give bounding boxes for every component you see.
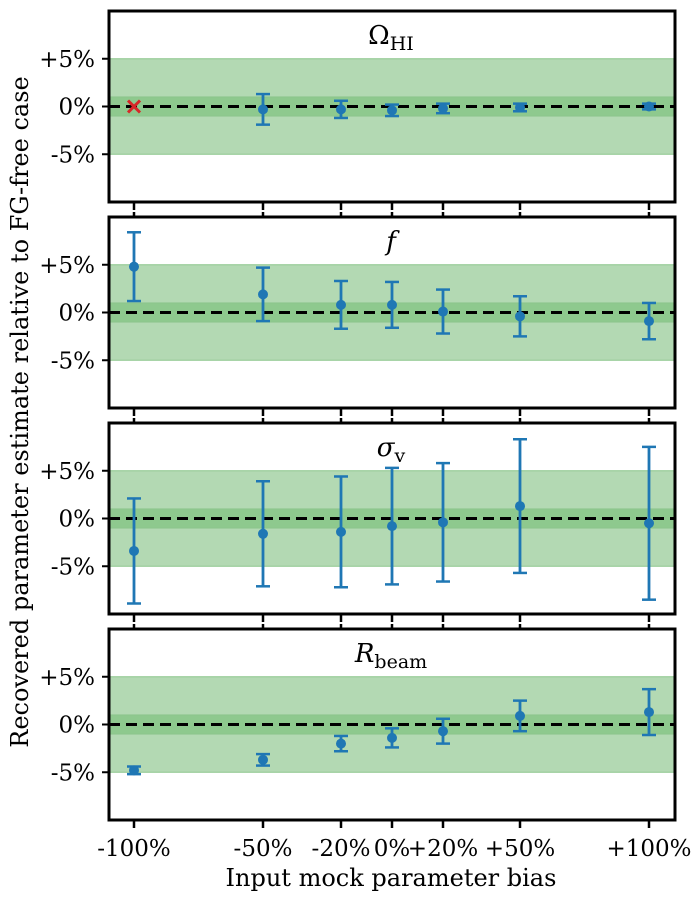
y-tick-label: -5% — [51, 348, 95, 374]
x-tick-label: -100% — [97, 836, 171, 862]
y-tick-label: -5% — [51, 142, 95, 168]
data-point-excluded — [126, 99, 142, 114]
data-point — [387, 732, 397, 743]
x-marker-stroke — [126, 99, 142, 114]
data-point — [515, 311, 525, 322]
y-tick-label: +5% — [39, 253, 95, 279]
x-tick-label: +50% — [485, 836, 555, 862]
data-point — [438, 726, 448, 737]
panel-frame — [107, 9, 677, 204]
panel-title: Rbeam — [354, 639, 427, 673]
data-point — [387, 299, 397, 310]
data-point — [515, 501, 525, 512]
data-point — [438, 306, 448, 317]
y-tick-label: +5% — [39, 459, 95, 485]
y-tick-label: -5% — [51, 760, 95, 786]
data-point — [258, 104, 268, 115]
x-axis: -100% -50% -20% 0%+20% +50% +100% — [97, 836, 691, 862]
panels: +5% 0% -5% ΩHI +5% 0% -5% f +5% 0% -5% σv +5% 0% -5% Rb… — [39, 9, 677, 828]
data-point — [258, 528, 268, 539]
data-point — [336, 299, 346, 310]
data-point — [387, 521, 397, 532]
panel-title: f — [384, 227, 400, 257]
x-tick-label: +100% — [606, 836, 691, 862]
data-point — [644, 101, 654, 112]
y-tick-label: +5% — [39, 47, 95, 73]
panel-3: +5% 0% -5% σv — [39, 418, 677, 622]
data-point — [129, 261, 139, 272]
y-tick-label: 0% — [59, 95, 96, 121]
panel-1: +5% 0% -5% ΩHI — [39, 9, 677, 210]
data-point — [129, 765, 139, 776]
data-point — [129, 545, 139, 556]
data-point — [336, 526, 346, 537]
data-point — [336, 738, 346, 749]
panel-frame — [107, 627, 677, 822]
x-tick-label: -50% — [234, 836, 293, 862]
x-axis-label: Input mock parameter bias — [226, 864, 557, 892]
data-point — [387, 105, 397, 116]
panel-frame — [107, 421, 677, 616]
data-point — [644, 518, 654, 529]
panel-title: ΩHI — [368, 21, 414, 55]
panel-title: σv — [377, 433, 406, 467]
x-tick-label: +20% — [408, 836, 478, 862]
x-tick-label: 0% — [374, 836, 411, 862]
y-tick-label: 0% — [59, 713, 96, 739]
data-point — [515, 102, 525, 113]
data-point — [258, 754, 268, 765]
data-point — [644, 316, 654, 327]
panel-4: +5% 0% -5% Rbeam — [39, 624, 677, 828]
y-axis-label: Recovered parameter estimate relative to… — [6, 76, 34, 747]
data-point — [438, 517, 448, 528]
y-tick-label: +5% — [39, 665, 95, 691]
data-point — [258, 289, 268, 300]
data-point — [336, 104, 346, 115]
panel-2: +5% 0% -5% f — [39, 212, 677, 416]
x-tick-label: -20% — [312, 836, 371, 862]
data-point — [515, 710, 525, 721]
y-tick-label: 0% — [59, 507, 96, 533]
y-tick-label: 0% — [59, 301, 96, 327]
panel-frame — [107, 215, 677, 410]
data-point — [644, 707, 654, 718]
data-point — [438, 103, 448, 114]
y-tick-label: -5% — [51, 554, 95, 580]
